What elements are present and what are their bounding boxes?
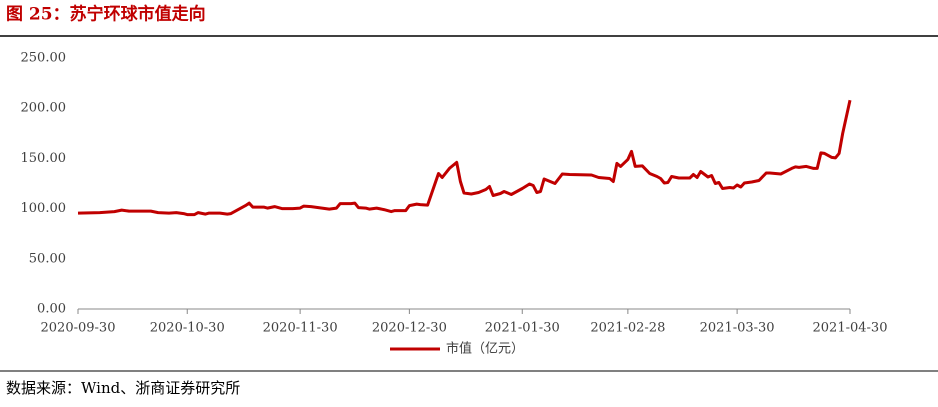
y-tick-label: 100.00: [21, 201, 67, 216]
line-series: [77, 99, 852, 217]
x-tick-label: 2021-01-30: [485, 321, 560, 336]
y-tick-label: 150.00: [21, 151, 67, 166]
x-tick-label: 2021-03-30: [700, 321, 775, 336]
y-tick-label: 50.00: [29, 251, 66, 266]
legend-label: 市值（亿元）: [446, 341, 524, 357]
x-tick-label: 2020-11-30: [263, 321, 338, 336]
y-tick-label: 200.00: [21, 101, 67, 116]
chart-title: 图 25：苏宁环球市值走向: [6, 4, 206, 25]
x-tick-label: 2020-12-30: [372, 321, 447, 336]
y-tick-label: 250.00: [21, 51, 67, 66]
x-tick-label: 2020-09-30: [41, 321, 116, 336]
y-tick-label: 0.00: [37, 302, 66, 317]
x-tick-label: 2020-10-30: [150, 321, 225, 336]
x-tick-label: 2021-02-28: [590, 321, 665, 336]
x-tick-label: 2021-04-30: [813, 321, 888, 336]
source: 数据来源：Wind、浙商证券研究所: [6, 379, 240, 397]
